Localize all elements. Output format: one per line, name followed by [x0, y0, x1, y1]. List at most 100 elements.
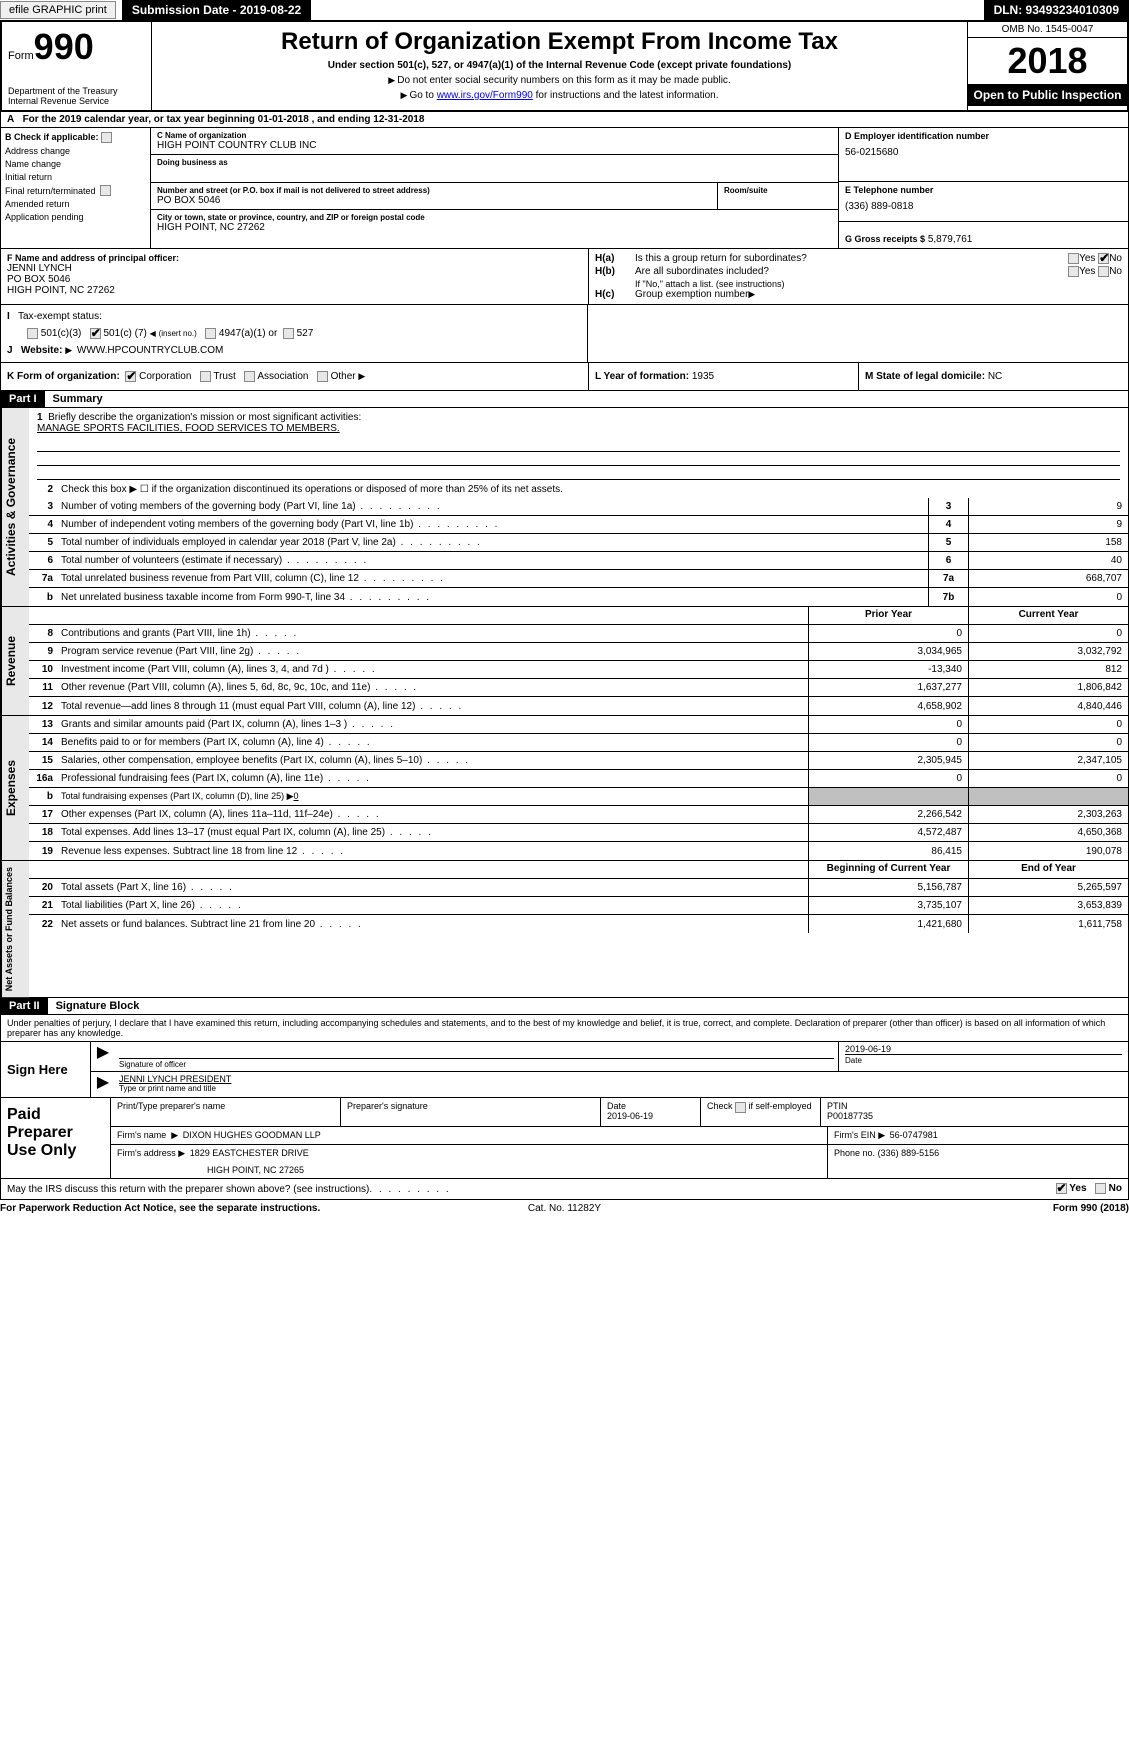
other-checkbox[interactable]: [317, 371, 328, 382]
phone-value: (336) 889-0818: [845, 201, 1122, 212]
line-num: 21: [29, 898, 57, 913]
data-line: 16a Professional fundraising fees (Part …: [29, 770, 1128, 788]
line-desc: Number of voting members of the governin…: [57, 499, 928, 514]
hb-yes-checkbox[interactable]: [1068, 266, 1079, 277]
line16b-val: 0: [294, 791, 299, 801]
ha-yes-checkbox[interactable]: [1068, 253, 1079, 264]
line-colnum: 5: [928, 534, 968, 551]
hc-text: Group exemption number: [635, 289, 748, 300]
line-desc: Total unrelated business revenue from Pa…: [57, 571, 928, 586]
gov-line: 7a Total unrelated business revenue from…: [29, 570, 1128, 588]
data-line: 15 Salaries, other compensation, employe…: [29, 752, 1128, 770]
domicile-value: NC: [988, 371, 1002, 382]
line-colnum: 6: [928, 552, 968, 569]
part1-badge: Part I: [1, 391, 45, 407]
footer-form-post: (2018): [1097, 1203, 1129, 1214]
data-line: 18 Total expenses. Add lines 13–17 (must…: [29, 824, 1128, 842]
data-line: 14 Benefits paid to or for members (Part…: [29, 734, 1128, 752]
line16b-num: b: [29, 789, 57, 804]
current-value: 0: [968, 716, 1128, 733]
line-desc: Number of independent voting members of …: [57, 517, 928, 532]
irs-link[interactable]: www.irs.gov/Form990: [437, 90, 533, 101]
line-num: 20: [29, 880, 57, 895]
4947-checkbox[interactable]: [205, 328, 216, 339]
trust-checkbox[interactable]: [200, 371, 211, 382]
corp-label: Corporation: [139, 371, 191, 382]
checkbox-icon[interactable]: [100, 185, 111, 196]
efile-print-button[interactable]: efile GRAPHIC print: [0, 1, 116, 19]
ptin-value: P00187735: [827, 1111, 1122, 1121]
part2-title: Signature Block: [48, 998, 148, 1014]
footer-right: Form 990 (2018): [753, 1203, 1129, 1214]
line-2: 2 Check this box ▶ ☐ if the organization…: [29, 480, 1128, 498]
501c-checkbox[interactable]: [90, 328, 101, 339]
line-num: 10: [29, 662, 57, 677]
footer-form-num: 990: [1081, 1203, 1098, 1214]
tax-exempt-label: Tax-exempt status:: [18, 311, 102, 322]
address-cell: Number and street (or P.O. box if mail i…: [151, 183, 718, 209]
org-name: HIGH POINT COUNTRY CLUB INC: [157, 140, 832, 151]
line-value: 40: [968, 552, 1128, 569]
self-emp-checkbox[interactable]: [735, 1102, 746, 1113]
assoc-checkbox[interactable]: [244, 371, 255, 382]
ha-label: H(a): [595, 253, 635, 264]
dln: DLN: 93493234010309: [984, 0, 1129, 20]
signature-label: Signature of officer: [119, 1058, 834, 1069]
mission-label: Briefly describe the organization's miss…: [48, 412, 361, 423]
signature-row: ▶ Signature of officer 2019-06-19 Date: [91, 1042, 1128, 1072]
website-label: Website:: [21, 345, 63, 356]
discuss-yes-checkbox[interactable]: [1056, 1183, 1067, 1194]
check-pending: Application pending: [5, 212, 146, 222]
prep-phone-value: (336) 889-5156: [878, 1148, 940, 1158]
gross-value: 5,879,761: [928, 234, 973, 245]
netassets-header-row: Beginning of Current Year End of Year: [29, 861, 1128, 879]
mission-section: 1 Briefly describe the organization's mi…: [29, 408, 1128, 438]
501c-post: ): [144, 328, 147, 339]
527-checkbox[interactable]: [283, 328, 294, 339]
discuss-no-checkbox[interactable]: [1095, 1183, 1106, 1194]
year-formation-value: 1935: [692, 371, 714, 382]
line-desc: Program service revenue (Part VIII, line…: [57, 644, 808, 659]
gov-line: b Net unrelated business taxable income …: [29, 588, 1128, 606]
revenue-tab: Revenue: [1, 607, 29, 715]
other-label: Other: [331, 371, 356, 382]
current-value: 812: [968, 661, 1128, 678]
label-a: A: [7, 114, 14, 125]
form-subtitle: Under section 501(c), 527, or 4947(a)(1)…: [158, 60, 961, 71]
netassets-content: Beginning of Current Year End of Year 20…: [29, 861, 1128, 997]
sign-date-field: 2019-06-19 Date: [838, 1042, 1128, 1071]
sign-here-label: Sign Here: [1, 1042, 91, 1097]
line-desc: Total number of individuals employed in …: [57, 535, 928, 550]
data-line: 8 Contributions and grants (Part VIII, l…: [29, 625, 1128, 643]
hb-no-checkbox[interactable]: [1098, 266, 1109, 277]
part2-badge: Part II: [1, 998, 48, 1014]
prior-value: 5,156,787: [808, 879, 968, 896]
dba-cell: Doing business as: [151, 155, 838, 183]
application-pending-label: Application pending: [5, 212, 84, 222]
check-label-post: if self-employed: [749, 1101, 812, 1111]
prior-year-header: Prior Year: [808, 607, 968, 624]
prior-value: 2,305,945: [808, 752, 968, 769]
row-i-j: I Tax-exempt status: 501(c)(3) 501(c) (7…: [0, 305, 1129, 363]
arrow-icon: ▶: [91, 1042, 115, 1071]
firm-ein-value: 56-0747981: [890, 1130, 938, 1140]
checkbox-icon[interactable]: [101, 132, 112, 143]
501c3-checkbox[interactable]: [27, 328, 38, 339]
discuss-row: May the IRS discuss this return with the…: [0, 1179, 1129, 1199]
column-b: B Check if applicable: Address change Na…: [1, 128, 151, 248]
data-line: 12 Total revenue—add lines 8 through 11 …: [29, 697, 1128, 715]
gross-label: G Gross receipts $: [845, 234, 925, 244]
line-desc: Contributions and grants (Part VIII, lin…: [57, 626, 808, 641]
ha-no-checkbox[interactable]: [1098, 253, 1109, 264]
line-num: 3: [29, 499, 57, 514]
revenue-block: Revenue Prior Year Current Year 8 Contri…: [0, 607, 1129, 716]
name-change-label: Name change: [5, 159, 61, 169]
corp-checkbox[interactable]: [125, 371, 136, 382]
org-name-label: C Name of organization: [157, 131, 832, 140]
prep-date-value: 2019-06-19: [607, 1111, 694, 1121]
officer-addr2: HIGH POINT, NC 27262: [7, 285, 582, 296]
gov-line: 5 Total number of individuals employed i…: [29, 534, 1128, 552]
line-num: 22: [29, 917, 57, 932]
line-num: 5: [29, 535, 57, 550]
line-num: 11: [29, 680, 57, 695]
